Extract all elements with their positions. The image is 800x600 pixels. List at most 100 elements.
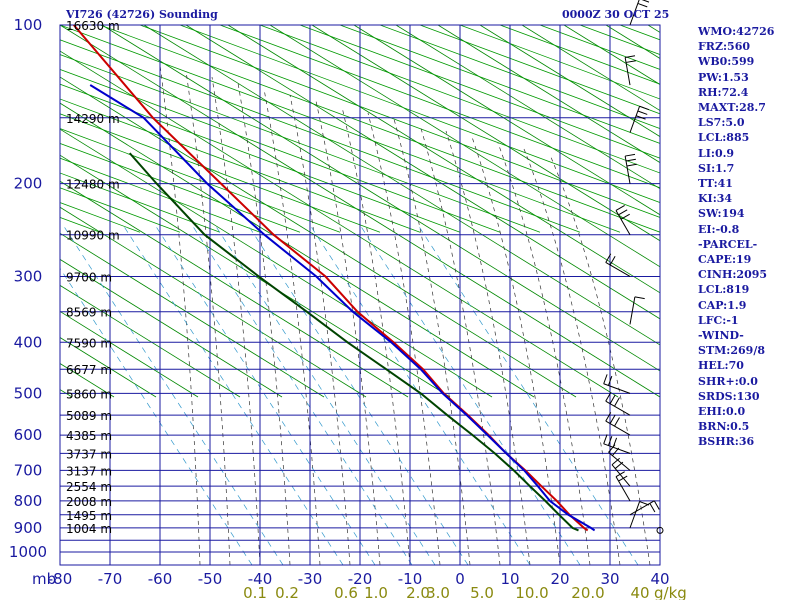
pressure-tick-label: 600 — [14, 426, 43, 444]
sounding-series — [73, 25, 596, 532]
dry-adiabat — [143, 25, 660, 346]
mixing-ratio-line — [214, 224, 436, 565]
wind-barb-flag — [618, 209, 628, 216]
pressure-tick-label: 500 — [14, 384, 43, 402]
mixing-ratio-label: 5.0 — [470, 584, 494, 600]
moist-adiabat — [367, 112, 441, 565]
index-item: STM:269/8 — [698, 344, 765, 358]
wind-barb-flag — [625, 55, 636, 58]
index-item: LCL:819 — [698, 283, 750, 297]
wind-barb-flag — [614, 417, 620, 427]
dry-adiabat — [227, 25, 660, 294]
wind-barb-flag — [615, 205, 625, 211]
wind-barb-flag — [649, 503, 656, 513]
temperature-tick-label: -60 — [148, 570, 173, 588]
isotherm-line — [0, 25, 20, 232]
dry-adiabat — [60, 232, 325, 398]
dry-adiabat — [60, 76, 577, 398]
wind-barb-flag — [612, 447, 620, 456]
temperature-tick-label: 30 — [600, 570, 619, 588]
mixing-ratio-label: 1.0 — [364, 584, 388, 600]
wind-barb-staff — [629, 296, 636, 325]
dry-adiabat — [395, 25, 660, 190]
wind-barb-flag — [607, 375, 613, 386]
index-item: KI:34 — [698, 192, 733, 206]
mixing-ratio-line — [60, 267, 253, 565]
wind-barb-flag — [615, 471, 625, 478]
isotherm-line — [60, 216, 101, 233]
dry-adiabat — [60, 258, 283, 398]
height-label: 16630 m — [66, 19, 120, 33]
index-item: CAPE:19 — [698, 253, 752, 267]
dry-adiabat — [437, 25, 660, 164]
mixing-ratio-label: 0.1 — [243, 584, 267, 600]
wind-barb-flag — [603, 374, 608, 384]
height-label: 7590 m — [66, 336, 112, 350]
isotherm-line — [539, 25, 660, 70]
moist-adiabat — [393, 118, 471, 565]
index-item: BSHR:36 — [698, 435, 755, 449]
dry-adiabat — [269, 25, 660, 268]
temperature-tick-label: -70 — [98, 570, 123, 588]
index-item: SI:1.7 — [698, 161, 735, 175]
mixing-ratio-label: 0.6 — [334, 584, 358, 600]
wind-barb-flag — [641, 0, 650, 3]
index-item: SHR+:0.0 — [698, 374, 758, 388]
wind-barb-flag — [625, 153, 636, 157]
wind-barb-staff — [608, 451, 631, 471]
temperature-tick-label: 10 — [500, 570, 519, 588]
temperature-tick-label: -30 — [298, 570, 323, 588]
dry-adiabat — [60, 206, 367, 398]
isotherm-line — [459, 25, 660, 100]
temperature-tick-label: -50 — [198, 570, 223, 588]
wind-barb-flag — [614, 461, 624, 469]
dry-adiabat — [60, 180, 409, 398]
index-item: -WIND- — [698, 329, 744, 343]
dry-adiabat — [185, 25, 660, 320]
wind-barb-flag — [609, 394, 616, 404]
index-item: HEL:70 — [698, 359, 744, 373]
index-item: SW:194 — [698, 207, 745, 221]
wind-barb-flag — [605, 253, 612, 263]
background-lines — [0, 25, 800, 565]
moist-adiabat — [419, 124, 501, 565]
dry-adiabat — [60, 50, 619, 398]
index-item: LI:0.9 — [698, 146, 735, 160]
height-label: 2554 m — [66, 480, 112, 494]
isotherm-line — [60, 113, 381, 233]
temperature-tick-label: 0 — [455, 570, 465, 588]
mixing-ratio-label: 3.0 — [426, 584, 450, 600]
temperature-tick-label: -20 — [348, 570, 373, 588]
height-label: 12480 m — [66, 178, 120, 192]
index-item: RH:72.4 — [698, 85, 749, 99]
moist-adiabat — [523, 148, 621, 565]
moist-adiabat — [341, 106, 411, 565]
index-item: WMO:42726 — [698, 25, 775, 38]
isotherm-line — [60, 128, 341, 233]
index-item: WB0:599 — [698, 55, 755, 69]
wind-barb-flag — [609, 256, 616, 266]
pressure-tick-label: 300 — [14, 267, 43, 285]
isotherm-line — [299, 25, 660, 159]
mixing-ratio-line — [62, 224, 284, 565]
mixing-ratio-unit: g/kg — [654, 584, 687, 600]
isotherm-line — [259, 25, 660, 174]
wind-barb-flag — [614, 397, 620, 407]
index-item: LS7:5.0 — [698, 116, 745, 130]
wind-barb-staff — [605, 400, 631, 416]
pressure-tick-label: 700 — [14, 461, 43, 479]
mixing-ratio-label: 0.2 — [275, 584, 299, 600]
isotherm-line — [60, 157, 261, 233]
dry-adiabat — [521, 25, 660, 112]
height-label: 8569 m — [66, 306, 112, 320]
isotherm-line — [60, 231, 61, 233]
moist-adiabat — [211, 76, 261, 565]
height-label: 9700 m — [66, 270, 112, 284]
isotherm-line — [499, 25, 660, 85]
wind-barb-staff — [615, 210, 631, 235]
index-item: FRZ:560 — [698, 40, 751, 54]
pressure-tick-label: 900 — [14, 519, 43, 537]
dry-adiabat — [774, 25, 800, 397]
temperature-tick-label: 20 — [550, 570, 569, 588]
